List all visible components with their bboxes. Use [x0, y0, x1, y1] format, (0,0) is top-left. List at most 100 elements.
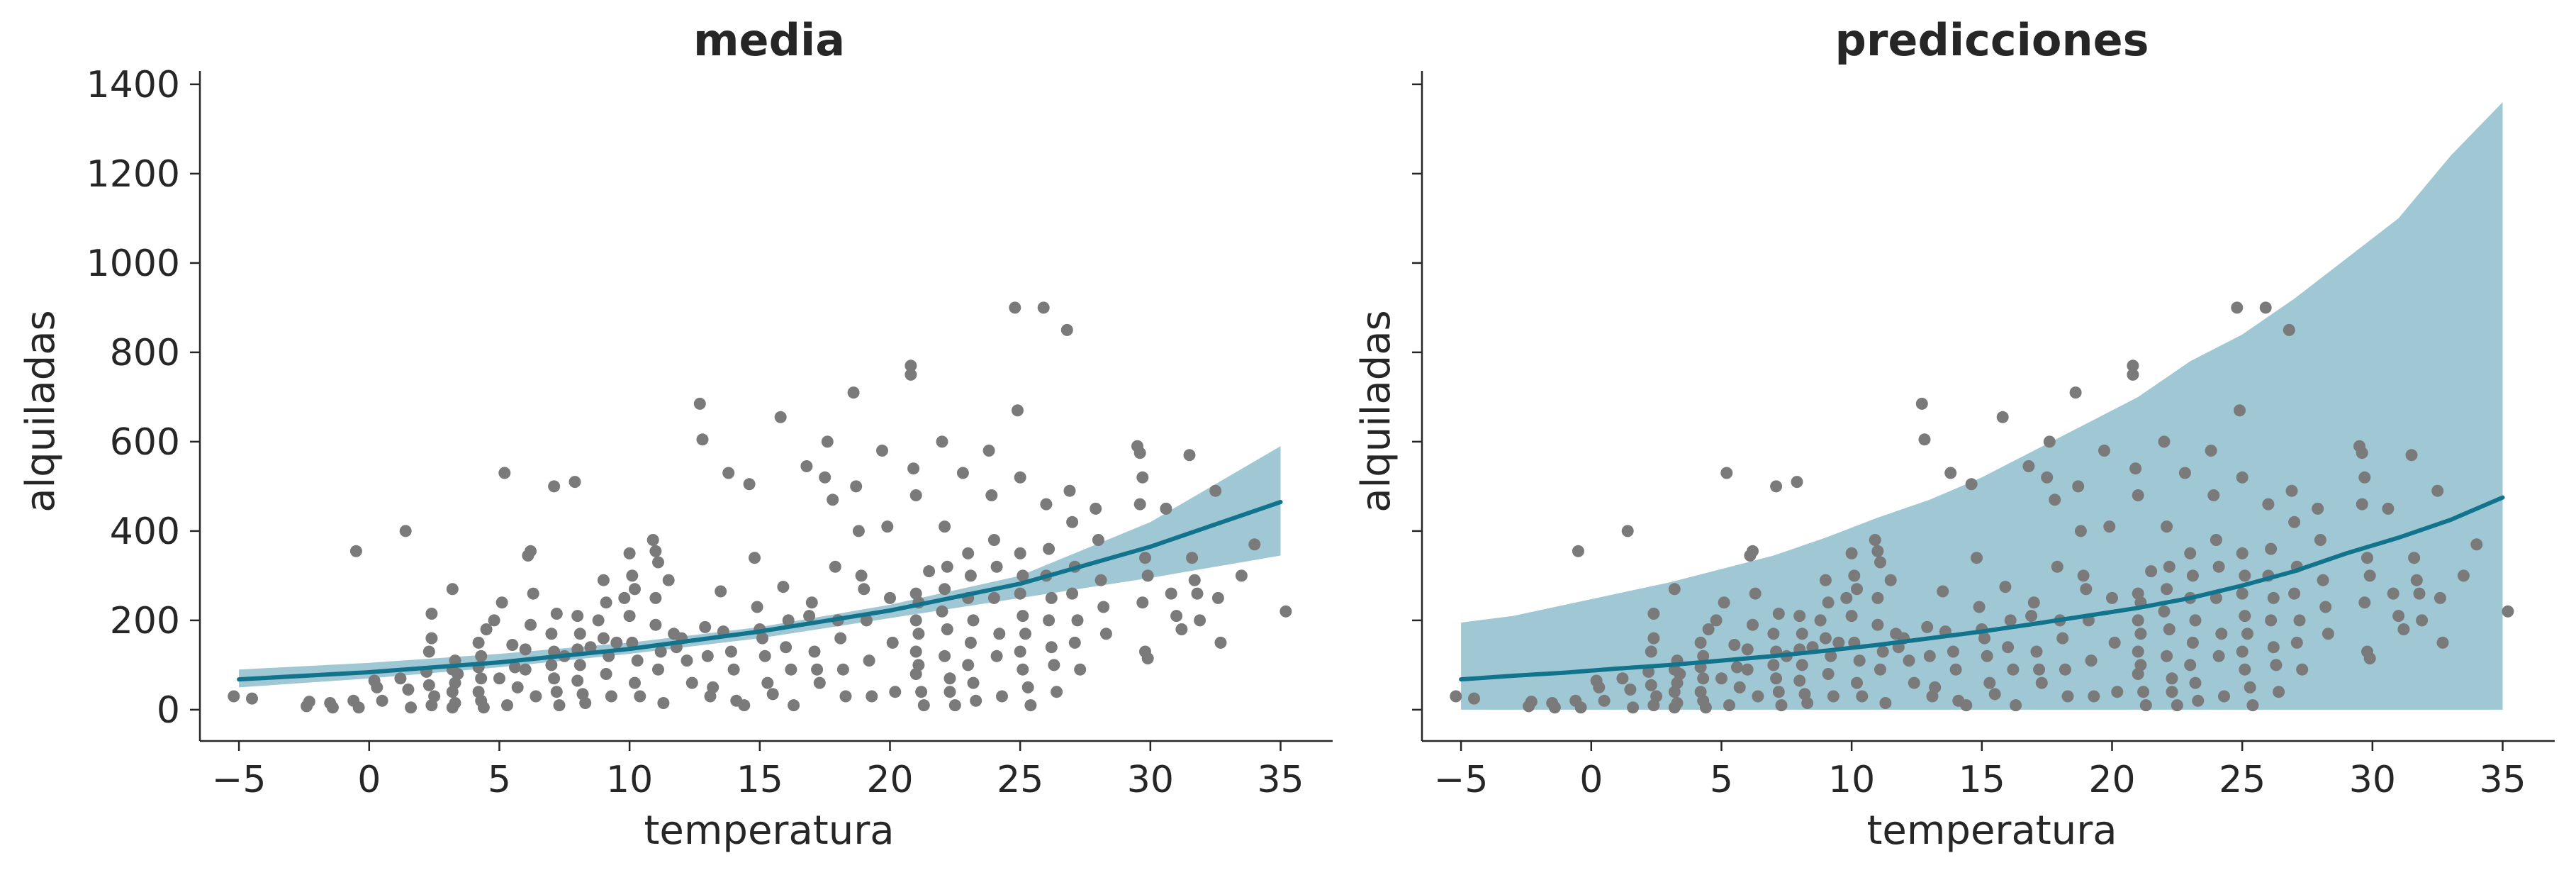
data-point [376, 694, 388, 707]
data-point [1024, 699, 1037, 712]
data-point [545, 659, 558, 671]
data-point [1647, 608, 1660, 620]
data-point [990, 650, 1003, 662]
data-point [860, 614, 873, 627]
data-point [1063, 484, 1076, 497]
credible-band [239, 446, 1281, 688]
data-point [813, 676, 826, 689]
data-point [886, 636, 899, 649]
data-point [303, 696, 315, 708]
data-point [2358, 471, 2371, 484]
data-point [1814, 614, 1827, 627]
data-point [1139, 552, 1151, 564]
data-point [681, 654, 693, 667]
data-point [1624, 684, 1637, 696]
data-point [600, 596, 612, 609]
data-point [584, 641, 597, 654]
data-point [1915, 397, 1928, 410]
data-point [1572, 545, 1584, 557]
data-point [525, 618, 537, 631]
data-point [2262, 498, 2275, 511]
data-point [1871, 591, 1884, 604]
data-point [780, 641, 793, 654]
data-point [2163, 623, 2175, 635]
x-tick-label: 15 [737, 759, 783, 801]
data-point [2285, 484, 2298, 497]
data-point [936, 435, 948, 448]
data-point [805, 596, 818, 609]
data-point [2413, 587, 2426, 600]
data-point [2158, 605, 2171, 618]
data-point [1099, 628, 1112, 640]
data-point [2207, 489, 2220, 501]
data-point [850, 480, 863, 493]
data-point [1921, 620, 1934, 633]
data-point [1791, 476, 1803, 489]
data-point [1191, 587, 1204, 600]
data-point [834, 632, 847, 645]
data-point [1848, 569, 1861, 582]
data-point [2212, 650, 2225, 662]
data-point [2290, 636, 2303, 649]
data-point [657, 697, 670, 709]
data-point [569, 476, 581, 489]
data-point [1668, 583, 1681, 596]
data-point [1668, 701, 1681, 714]
data-point [1937, 585, 1949, 598]
data-point [610, 636, 623, 649]
data-point [2002, 641, 2015, 654]
x-tick-label: −5 [212, 759, 267, 801]
y-tick-label: 0 [157, 689, 180, 732]
data-point [2072, 480, 2085, 493]
data-point [967, 676, 980, 689]
data-point [2166, 672, 2178, 685]
data-point [956, 467, 969, 479]
data-point [1749, 587, 1762, 600]
data-point [1040, 498, 1053, 511]
data-point [987, 591, 1000, 604]
data-point [623, 610, 636, 623]
data-point [1012, 404, 1024, 417]
data-point [1697, 650, 1710, 662]
data-point [2241, 628, 2253, 640]
data-point [2361, 552, 2373, 564]
data-point [2158, 435, 2171, 448]
data-point [1944, 467, 1957, 479]
data-point [1819, 632, 1832, 645]
data-point [1822, 668, 1835, 680]
data-point [2210, 591, 2222, 604]
data-point [2267, 641, 2280, 654]
credible-band [1461, 102, 2503, 710]
data-point [1965, 478, 1978, 491]
data-point [1019, 628, 1031, 640]
y-tick-label: 400 [110, 511, 180, 553]
data-point [827, 494, 839, 506]
data-point [1525, 696, 1538, 708]
data-point [774, 411, 787, 423]
data-point [1066, 515, 1079, 528]
data-point [428, 690, 441, 703]
x-tick-label: 30 [1127, 759, 1174, 801]
data-point [803, 610, 816, 623]
data-point [1923, 650, 1936, 662]
data-point [525, 545, 537, 557]
data-point [495, 596, 508, 609]
data-point [2043, 435, 2056, 448]
data-point [1598, 694, 1611, 707]
data-point [2166, 686, 2178, 698]
data-point [970, 694, 982, 707]
data-point [985, 489, 998, 501]
data-point [881, 520, 894, 533]
data-point [506, 639, 519, 651]
data-point [1066, 587, 1079, 600]
data-point [2134, 628, 2147, 640]
data-point [477, 701, 490, 714]
data-point [2061, 690, 2074, 703]
x-tick-label: 25 [997, 759, 1043, 801]
data-point [2132, 645, 2144, 658]
data-point [941, 560, 953, 573]
data-point [509, 661, 521, 674]
data-point [2108, 636, 2121, 649]
data-point [1770, 672, 1783, 685]
